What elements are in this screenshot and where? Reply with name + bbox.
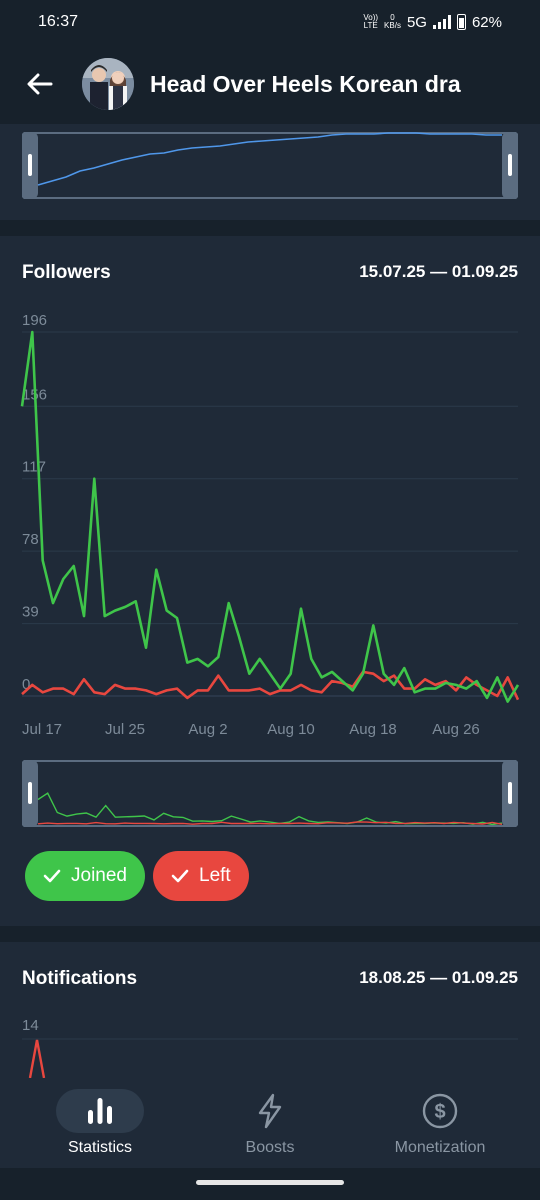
notifications-series-line (28, 1039, 46, 1078)
overview-mini-chart (20, 130, 520, 201)
joined-label: Joined (71, 865, 127, 886)
followers-x-tick: Jul 17 (22, 721, 62, 738)
dollar-icon: $ (422, 1093, 458, 1129)
overview-blue-series (37, 132, 502, 186)
nav-monetization-label: Monetization (394, 1139, 486, 1156)
nav-boosts[interactable]: Boosts (180, 1078, 360, 1168)
followers-y-tick: 39 (22, 604, 39, 621)
back-button[interactable] (0, 44, 80, 124)
volte-indicator: Vo)) LTE (363, 13, 379, 30)
followers-x-tick: Jul 25 (105, 721, 145, 738)
followers-y-tick: 78 (22, 531, 39, 548)
notifications-y-tick: 14 (22, 1017, 39, 1034)
battery-level: 62% (471, 13, 502, 31)
joined-toggle[interactable]: Joined (25, 851, 145, 901)
left-label: Left (199, 865, 231, 886)
followers-y-tick: 196 (22, 312, 47, 329)
status-bar: 16:37 Vo)) LTE 0 KB/s 5G 62% (0, 0, 540, 44)
bar-chart-icon (88, 1098, 112, 1124)
status-time: 16:37 (38, 13, 79, 30)
followers-title: Followers (22, 262, 111, 283)
notifications-date-range[interactable]: 18.08.25 — 01.09.25 (359, 968, 518, 987)
lightning-icon (258, 1093, 282, 1129)
notifications-title: Notifications (22, 968, 138, 989)
notifications-chart: 14 (22, 1017, 518, 1078)
svg-text:$: $ (434, 1101, 445, 1123)
nav-boosts-label: Boosts (245, 1139, 295, 1156)
followers-y-tick: 117 (22, 459, 46, 476)
left-toggle[interactable]: Left (153, 851, 249, 901)
followers-range-selector[interactable] (20, 758, 520, 829)
nav-statistics-pill (56, 1089, 144, 1133)
arrow-left-icon (27, 73, 53, 95)
followers-mini-series-left (37, 821, 503, 825)
nav-boosts-pill (226, 1089, 314, 1133)
checkmark-icon (43, 869, 61, 883)
bottom-navigation: Statistics Boosts $ Monetization (0, 1078, 540, 1168)
nav-monetization-pill: $ (396, 1089, 484, 1133)
followers-x-tick: Aug 10 (267, 721, 315, 738)
network-type: 5G (406, 13, 427, 31)
followers-mini-series-joined (37, 792, 503, 826)
nav-monetization[interactable]: $ Monetization (350, 1078, 530, 1168)
nav-statistics-label: Statistics (67, 1139, 132, 1156)
followers-date-range[interactable]: 15.07.25 — 01.09.25 (359, 262, 518, 281)
checkmark-icon (171, 869, 189, 883)
followers-mini-chart (20, 758, 520, 829)
notifications-card (0, 942, 540, 1078)
followers-series-joined (20, 330, 520, 703)
channel-avatar (82, 58, 134, 110)
followers-series-left (21, 670, 520, 701)
followers-y-tick: 0 (22, 676, 30, 693)
home-indicator[interactable] (196, 1180, 344, 1185)
battery-icon (456, 14, 466, 30)
status-icons: Vo)) LTE 0 KB/s 5G 62% (363, 14, 502, 31)
followers-x-tick: Aug 2 (188, 721, 227, 738)
nav-statistics[interactable]: Statistics (10, 1078, 190, 1168)
followers-card (0, 236, 540, 926)
followers-x-tick: Aug 18 (349, 721, 397, 738)
signal-icon (432, 15, 451, 29)
channel-title: Head Over Heels Korean dra (150, 70, 461, 97)
app-header: Head Over Heels Korean dra (0, 44, 540, 124)
speed-indicator: 0 KB/s (384, 13, 401, 30)
overview-range-selector[interactable] (20, 130, 520, 201)
followers-x-tick: Aug 26 (432, 721, 480, 738)
